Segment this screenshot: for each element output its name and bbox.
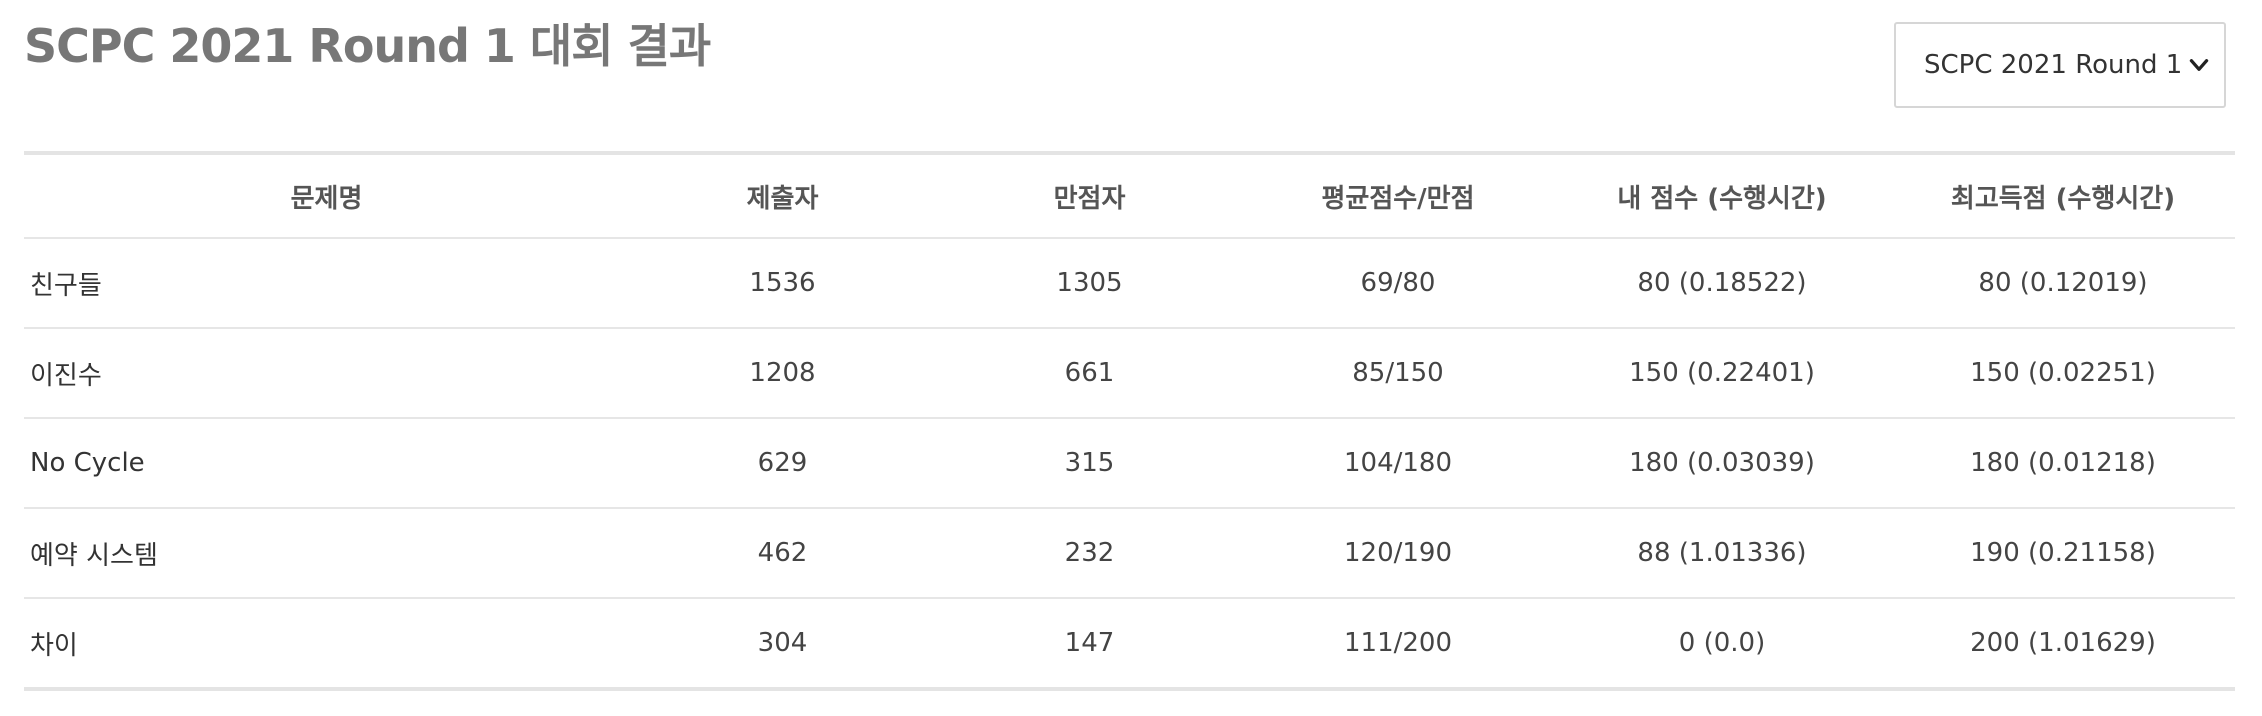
header-problem-name: 문제명 [24, 151, 629, 239]
average-max-score: 111/200 [1243, 598, 1553, 691]
chevron-down-icon [2189, 59, 2209, 71]
my-score: 180 (0.03039) [1553, 418, 1891, 509]
average-max-score: 69/80 [1243, 238, 1553, 329]
average-max-score: 120/190 [1243, 508, 1553, 599]
submitters-count: 1208 [629, 328, 936, 419]
perfect-scorers-count: 232 [936, 508, 1243, 599]
header-submitters: 제출자 [629, 151, 936, 239]
header-my-score: 내 점수 (수행시간) [1553, 151, 1891, 239]
table-row: 친구들 1536 1305 69/80 80 (0.18522) 80 (0.1… [24, 238, 2235, 329]
top-score: 80 (0.12019) [1891, 238, 2235, 329]
table-row: No Cycle 629 315 104/180 180 (0.03039) 1… [24, 418, 2235, 509]
submitters-count: 629 [629, 418, 936, 509]
top-score: 180 (0.01218) [1891, 418, 2235, 509]
submitters-count: 304 [629, 598, 936, 691]
table-row: 차이 304 147 111/200 0 (0.0) 200 (1.01629) [24, 598, 2235, 691]
table-row: 예약 시스템 462 232 120/190 88 (1.01336) 190 … [24, 508, 2235, 599]
problem-name: No Cycle [24, 418, 629, 509]
header-average-max-score: 평균점수/만점 [1243, 151, 1553, 239]
submitters-count: 1536 [629, 238, 936, 329]
perfect-scorers-count: 1305 [936, 238, 1243, 329]
perfect-scorers-count: 661 [936, 328, 1243, 419]
my-score: 88 (1.01336) [1553, 508, 1891, 599]
my-score: 150 (0.22401) [1553, 328, 1891, 419]
problem-name: 친구들 [24, 238, 629, 329]
header-perfect-scorers: 만점자 [936, 151, 1243, 239]
table-row: 이진수 1208 661 85/150 150 (0.22401) 150 (0… [24, 328, 2235, 419]
header-top-score: 최고득점 (수행시간) [1891, 151, 2235, 239]
top-score: 200 (1.01629) [1891, 598, 2235, 691]
perfect-scorers-count: 315 [936, 418, 1243, 509]
average-max-score: 104/180 [1243, 418, 1553, 509]
results-table: 문제명 제출자 만점자 평균점수/만점 내 점수 (수행시간) 최고득점 (수행… [24, 151, 2235, 691]
my-score: 80 (0.18522) [1553, 238, 1891, 329]
perfect-scorers-count: 147 [936, 598, 1243, 691]
problem-name: 차이 [24, 598, 629, 691]
round-select-value: SCPC 2021 Round 1 [1924, 50, 2183, 80]
my-score: 0 (0.0) [1553, 598, 1891, 691]
top-score: 150 (0.02251) [1891, 328, 2235, 419]
submitters-count: 462 [629, 508, 936, 599]
page-title: SCPC 2021 Round 1 대회 결과 [24, 19, 711, 73]
table-header-row: 문제명 제출자 만점자 평균점수/만점 내 점수 (수행시간) 최고득점 (수행… [24, 151, 2235, 239]
problem-name: 이진수 [24, 328, 629, 419]
round-select[interactable]: SCPC 2021 Round 1 [1894, 22, 2226, 108]
problem-name: 예약 시스템 [24, 508, 629, 599]
top-score: 190 (0.21158) [1891, 508, 2235, 599]
average-max-score: 85/150 [1243, 328, 1553, 419]
